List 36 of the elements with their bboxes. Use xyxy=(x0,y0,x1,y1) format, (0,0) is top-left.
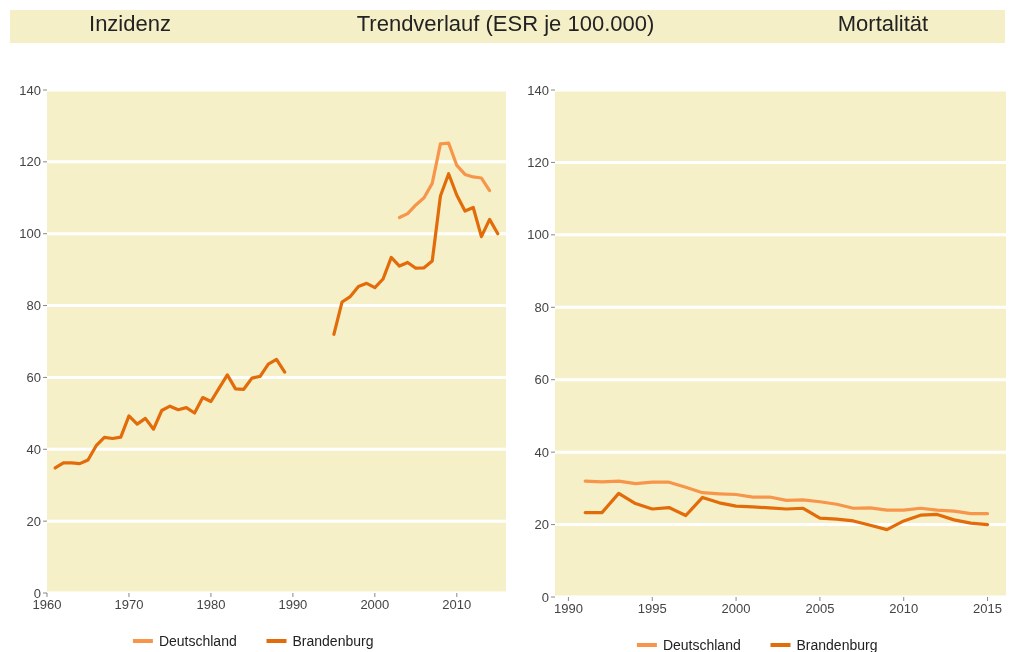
x-tick-label: 1980 xyxy=(196,597,226,612)
y-tick-label: 40 xyxy=(534,444,549,460)
x-tick-label: 2015 xyxy=(973,601,1003,616)
y-tick-label: 20 xyxy=(534,517,549,533)
x-tick-label: 2000 xyxy=(721,601,751,616)
line-series xyxy=(583,491,990,532)
y-tick-label: 60 xyxy=(26,369,41,385)
legend-label: Brandenburg xyxy=(796,636,878,652)
y-tick-label: 60 xyxy=(534,372,549,388)
y-tick-label: 140 xyxy=(19,82,41,98)
line-series xyxy=(583,479,990,516)
x-tick-label: 1970 xyxy=(114,597,144,612)
y-tick-label: 80 xyxy=(534,299,549,315)
x-tick-label: 1995 xyxy=(637,601,667,616)
legend-label: Deutschland xyxy=(662,636,741,652)
x-tick-label: 2010 xyxy=(442,597,472,612)
legend-label: Deutschland xyxy=(158,632,237,649)
chart-title: Inzidenz xyxy=(89,11,171,36)
x-tick-label: 2010 xyxy=(889,601,919,616)
chart-subtitle: Trendverlauf (ESR je 100.000) xyxy=(356,11,655,36)
y-tick-label: 140 xyxy=(527,82,549,98)
y-tick-label: 80 xyxy=(26,298,41,314)
y-tick-label: 100 xyxy=(527,227,549,243)
chart-title: Mortalität xyxy=(837,11,929,36)
y-tick-label: 120 xyxy=(527,154,549,170)
y-tick-label: 40 xyxy=(26,441,41,457)
y-tick-label: 20 xyxy=(26,513,41,529)
x-tick-label: 1990 xyxy=(553,601,583,616)
line-series xyxy=(397,141,492,220)
x-tick-label: 2005 xyxy=(805,601,835,616)
x-tick-label: 2000 xyxy=(360,597,390,612)
y-tick-label: 100 xyxy=(19,226,41,242)
y-tick-label: 0 xyxy=(541,589,549,605)
legend-label: Brandenburg xyxy=(292,632,374,649)
y-tick-label: 120 xyxy=(19,154,41,170)
x-tick-label: 1990 xyxy=(278,597,308,612)
